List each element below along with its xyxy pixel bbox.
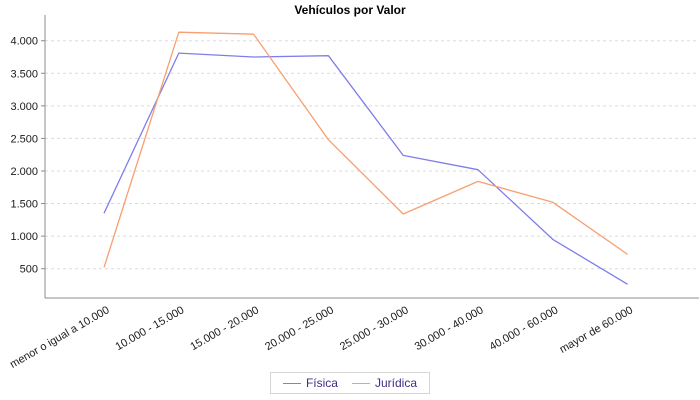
gridlines — [45, 40, 699, 270]
x-category-label: 20.000 - 25.000 — [263, 304, 336, 353]
chart-title: Vehículos por Valor — [294, 3, 406, 17]
x-category-label: mayor de 60.000 — [558, 304, 636, 356]
fisica-line-swatch-icon — [282, 382, 301, 384]
y-tick-label: 4.000 — [10, 36, 38, 48]
y-tick-label: 2.000 — [10, 166, 38, 178]
x-axis-labels: menor o igual a 10.000 10.000 - 15.000 15.… — [8, 304, 635, 371]
legend-item-fisica: Física — [282, 376, 338, 390]
series-lines — [103, 31, 628, 285]
legend: Física Jurídica — [0, 372, 700, 394]
x-category-label: 30.000 - 40.000 — [413, 304, 486, 353]
legend-item-juridica: Jurídica — [351, 376, 418, 390]
y-axis-ticks — [41, 40, 45, 270]
juridica-line-swatch-icon — [351, 382, 370, 384]
y-tick-label: 500 — [20, 264, 38, 276]
x-category-label: 40.000 - 60.000 — [488, 304, 561, 353]
y-tick-label: 3.500 — [10, 68, 38, 80]
x-category-label: 10.000 - 15.000 — [114, 304, 187, 353]
series-line-fisica — [103, 52, 628, 285]
y-tick-label: 3.000 — [10, 101, 38, 113]
series-line-juridica — [103, 31, 628, 268]
legend-box: Física Jurídica — [269, 372, 431, 394]
y-tick-label: 2.500 — [10, 133, 38, 145]
x-category-label: 25.000 - 30.000 — [338, 304, 411, 353]
y-axis-labels: 500 1.000 1.500 2.000 2.500 3.000 3.500 4.000 — [10, 36, 38, 276]
x-category-label: menor o igual a 10.000 — [8, 304, 111, 371]
axes — [44, 15, 699, 299]
y-tick-label: 1.500 — [10, 199, 38, 211]
y-tick-label: 1.000 — [10, 231, 38, 243]
legend-label-fisica: Física — [305, 376, 338, 390]
legend-label-juridica: Jurídica — [374, 376, 418, 390]
x-category-label: 15.000 - 20.000 — [188, 304, 261, 353]
